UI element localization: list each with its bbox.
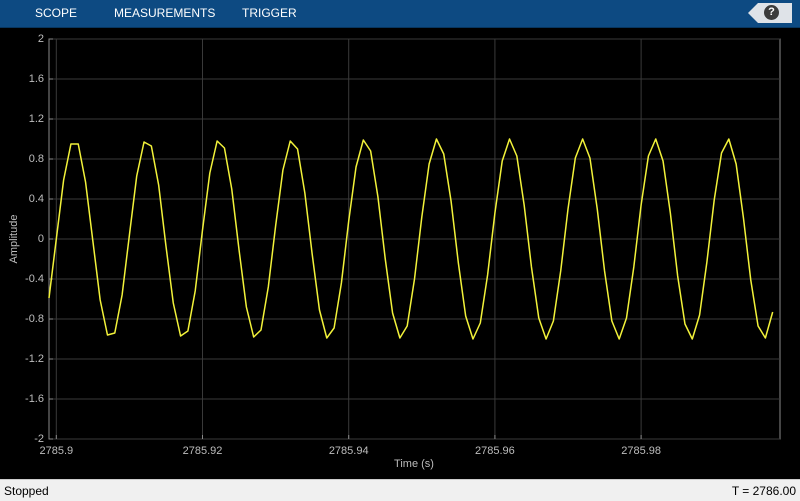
y-tick-label: 0 — [38, 233, 44, 245]
toolbar: SCOPE MEASUREMENTS TRIGGER ? — [0, 0, 800, 28]
x-axis-label: Time (s) — [394, 458, 434, 470]
x-tick-label: 2785.92 — [183, 445, 223, 457]
y-tick-label: -0.8 — [25, 313, 44, 325]
tab[interactable]: SCOPE — [35, 6, 78, 20]
status-bar: Stopped T = 2786.00 — [0, 479, 800, 501]
y-tick-label: -1.2 — [25, 353, 44, 365]
y-tick-label: 1.2 — [29, 113, 44, 125]
signal-line — [48, 138, 774, 340]
help-icon: ? — [764, 5, 779, 20]
y-tick-label: -2 — [34, 433, 44, 445]
x-tick-label: 2785.96 — [475, 445, 515, 457]
y-tick-label: 2 — [38, 33, 44, 45]
y-tick-label: -0.4 — [25, 273, 44, 285]
y-tick-label: 0.4 — [29, 193, 44, 205]
y-tick-label: 1.6 — [29, 73, 44, 85]
x-tick-label: 2785.98 — [621, 445, 661, 457]
help-button[interactable]: ? — [748, 3, 792, 23]
x-tick-label: 2785.94 — [329, 445, 369, 457]
status-text: Stopped — [4, 484, 49, 498]
y-axis-label: Amplitude — [8, 215, 20, 264]
y-tick-label: 0.8 — [29, 153, 44, 165]
time-readout: T = 2786.00 — [731, 484, 796, 498]
y-tick-label: -1.6 — [25, 393, 44, 405]
x-tick-label: 2785.9 — [39, 445, 73, 457]
chart: Time (s) Amplitude -2 -1.6 -1.2 -0.8 -0.4 0 0.… — [8, 33, 781, 470]
tab[interactable]: MEASUREMENTS — [114, 6, 216, 20]
tab[interactable]: TRIGGER — [242, 6, 297, 20]
